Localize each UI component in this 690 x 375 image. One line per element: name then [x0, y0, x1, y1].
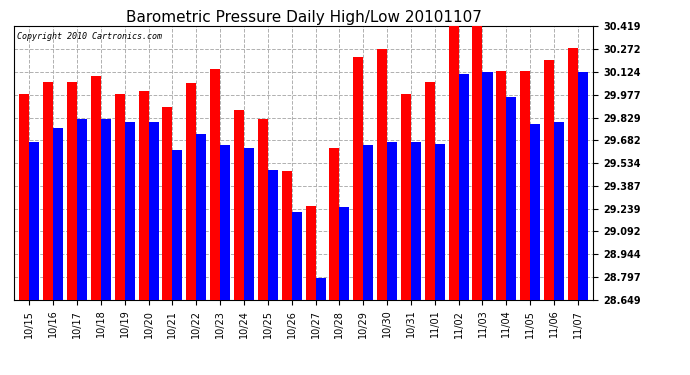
Bar	[186, 83, 196, 375]
Bar	[520, 71, 530, 375]
Bar	[162, 106, 172, 375]
Bar	[282, 171, 292, 375]
Bar	[53, 128, 63, 375]
Bar	[339, 207, 349, 375]
Bar	[530, 123, 540, 375]
Bar	[19, 94, 29, 375]
Bar	[482, 72, 493, 375]
Bar	[234, 110, 244, 375]
Bar	[210, 69, 220, 375]
Bar	[139, 91, 148, 375]
Bar	[425, 82, 435, 375]
Bar	[268, 170, 278, 375]
Bar	[448, 26, 459, 375]
Bar	[91, 76, 101, 375]
Bar	[29, 142, 39, 375]
Bar	[377, 49, 387, 375]
Bar	[306, 206, 315, 375]
Bar	[554, 122, 564, 375]
Bar	[148, 122, 159, 375]
Bar	[244, 148, 254, 375]
Bar	[315, 278, 326, 375]
Bar	[568, 48, 578, 375]
Bar	[387, 142, 397, 375]
Bar	[115, 94, 125, 375]
Bar	[329, 148, 339, 375]
Text: Copyright 2010 Cartronics.com: Copyright 2010 Cartronics.com	[17, 32, 161, 41]
Bar	[67, 82, 77, 375]
Bar	[101, 119, 111, 375]
Bar	[172, 150, 182, 375]
Bar	[506, 97, 516, 375]
Bar	[43, 82, 53, 375]
Bar	[196, 134, 206, 375]
Bar	[258, 119, 268, 375]
Bar	[459, 74, 469, 375]
Bar	[496, 71, 506, 375]
Bar	[353, 57, 363, 375]
Bar	[292, 212, 302, 375]
Bar	[401, 94, 411, 375]
Bar	[125, 122, 135, 375]
Bar	[77, 119, 87, 375]
Bar	[435, 144, 445, 375]
Bar	[544, 60, 554, 375]
Title: Barometric Pressure Daily High/Low 20101107: Barometric Pressure Daily High/Low 20101…	[126, 10, 482, 25]
Bar	[411, 142, 421, 375]
Bar	[220, 145, 230, 375]
Bar	[473, 26, 482, 375]
Bar	[363, 145, 373, 375]
Bar	[578, 72, 588, 375]
